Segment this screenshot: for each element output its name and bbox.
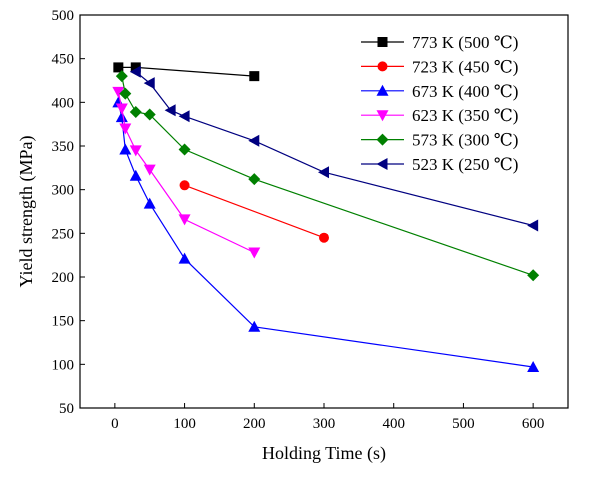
data-point [113, 62, 124, 73]
data-point [527, 269, 540, 282]
data-point [376, 158, 388, 170]
data-point [115, 70, 128, 83]
legend-label: 773 K (500 ℃) [412, 33, 518, 52]
data-point [249, 71, 260, 82]
series-3 [112, 96, 540, 372]
series-line [117, 102, 534, 368]
data-point [119, 123, 132, 135]
data-point [129, 65, 141, 78]
data-point [527, 360, 540, 372]
data-point [129, 105, 142, 118]
y-tick-label: 200 [52, 270, 75, 286]
data-point [248, 134, 260, 147]
y-tick-label: 450 [52, 52, 75, 68]
series-layer [112, 62, 540, 372]
data-point [248, 247, 261, 259]
data-point [143, 197, 156, 209]
legend-item: 523 K (250 ℃) [361, 155, 518, 174]
data-point [129, 169, 142, 181]
data-point [376, 84, 389, 96]
data-point [248, 320, 261, 332]
y-tick-label: 150 [52, 314, 75, 330]
data-point [164, 104, 176, 117]
x-tick-label: 600 [522, 416, 545, 432]
legend-label: 723 K (450 ℃) [412, 57, 518, 76]
series-6 [129, 65, 539, 232]
legend-item: 623 K (350 ℃) [361, 106, 518, 125]
y-tick-label: 400 [52, 95, 75, 111]
series-line [184, 184, 325, 239]
data-point [376, 110, 389, 122]
data-point [119, 143, 132, 155]
x-tick-label: 100 [173, 416, 196, 432]
data-point [248, 173, 261, 186]
data-point [143, 108, 156, 121]
x-tick-label: 400 [382, 416, 405, 432]
x-tick-label: 200 [243, 416, 266, 432]
data-point [377, 61, 388, 72]
data-point [143, 164, 156, 176]
y-tick-label: 50 [59, 401, 74, 417]
y-axis-title: Yield strength (MPa) [16, 136, 37, 288]
x-tick-label: 0 [111, 416, 119, 432]
y-tick-label: 500 [52, 8, 75, 24]
data-point [115, 103, 128, 115]
series-5 [115, 70, 540, 282]
y-tick-label: 350 [52, 139, 75, 155]
data-point [527, 219, 539, 232]
series-2 [179, 180, 329, 243]
y-tick-label: 300 [52, 183, 75, 199]
x-tick-label: 500 [452, 416, 475, 432]
y-tick-label: 250 [52, 226, 75, 242]
legend-label: 523 K (250 ℃) [412, 155, 518, 174]
data-point [318, 166, 329, 179]
y-tick-label: 100 [52, 357, 75, 373]
data-point [119, 87, 132, 100]
data-point [143, 77, 155, 90]
data-point [130, 62, 141, 73]
legend: 773 K (500 ℃) 723 K (450 ℃) 673 K (400 ℃) 6… [361, 33, 518, 174]
data-point [178, 110, 190, 123]
legend-label: 673 K (400 ℃) [412, 82, 518, 101]
legend-item: 673 K (400 ℃) [361, 82, 518, 101]
data-point [178, 214, 191, 226]
data-point [129, 145, 142, 157]
x-axis-title: Holding Time (s) [262, 443, 386, 464]
data-point [179, 180, 190, 191]
data-point [178, 143, 191, 156]
data-point [115, 111, 128, 123]
x-tick-label: 300 [313, 416, 336, 432]
legend-label: 623 K (350 ℃) [412, 106, 518, 125]
axis-ticks: 0 100 200 300 400 500 600 50 100 150 200 250 300 350 4… [52, 8, 545, 432]
series-1 [113, 62, 260, 82]
data-point [112, 86, 125, 98]
legend-item: 723 K (450 ℃) [361, 57, 518, 76]
legend-item: 573 K (300 ℃) [361, 131, 518, 150]
legend-item: 773 K (500 ℃) [361, 33, 518, 52]
data-point [376, 133, 389, 146]
series-4 [112, 86, 261, 259]
data-point [178, 252, 191, 264]
legend-label: 573 K (300 ℃) [412, 131, 518, 150]
data-point [377, 37, 388, 47]
data-point [319, 232, 329, 243]
